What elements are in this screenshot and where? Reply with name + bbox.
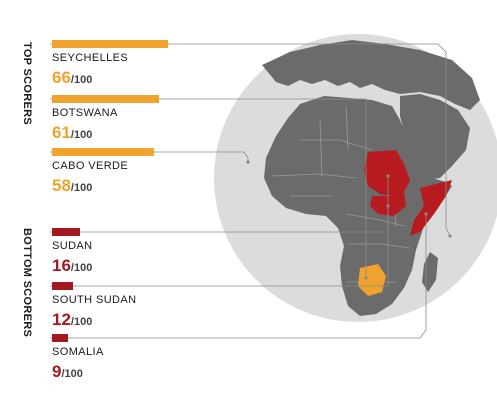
connector-south-sudan <box>50 206 389 287</box>
connector-dots <box>246 160 452 280</box>
score-bar <box>52 334 68 342</box>
connector-seychelles <box>50 43 451 237</box>
score-bar <box>52 148 154 156</box>
score-value: 9 <box>52 362 62 381</box>
somalia-shape <box>410 180 452 236</box>
score-bar <box>52 228 80 236</box>
score-bar <box>52 40 168 48</box>
score-value: 61 <box>52 123 71 142</box>
score-denominator: /100 <box>70 262 93 274</box>
group-label-top-scorers: TOP SCORERS <box>21 42 33 125</box>
country-name-botswana: BOTSWANA <box>52 107 118 119</box>
europe-landmass <box>262 40 480 110</box>
score-botswana: 61/100 <box>52 123 92 143</box>
middle-east-landmass <box>400 94 470 180</box>
score-value: 66 <box>52 68 71 87</box>
score-denominator: /100 <box>61 368 83 380</box>
country-name-cabo-verde: CABO VERDE <box>52 160 129 172</box>
score-south-sudan: 12/100 <box>52 310 92 330</box>
score-bar <box>52 282 73 290</box>
score-denominator: /100 <box>70 129 93 141</box>
africa-landmass <box>264 96 452 316</box>
botswana-shape <box>358 264 386 296</box>
country-name-south-sudan: SOUTH SUDAN <box>52 294 137 306</box>
score-value: 12 <box>52 310 71 329</box>
connector-somalia <box>50 214 427 339</box>
connector-lines <box>50 43 451 339</box>
score-value: 16 <box>52 256 71 275</box>
country-name-seychelles: SEYCHELLES <box>52 52 129 64</box>
score-cabo-verde: 58/100 <box>52 176 92 196</box>
country-name-sudan: SUDAN <box>52 240 93 252</box>
score-seychelles: 66/100 <box>52 68 92 88</box>
group-label-bottom-scorers: BOTTOM SCORERS <box>21 228 33 338</box>
score-somalia: 9/100 <box>52 362 83 382</box>
score-denominator: /100 <box>70 74 93 86</box>
score-denominator: /100 <box>70 182 93 194</box>
country-name-somalia: SOMALIA <box>52 346 104 358</box>
score-value: 58 <box>52 176 71 195</box>
score-denominator: /100 <box>70 316 93 328</box>
score-sudan: 16/100 <box>52 256 92 276</box>
score-bar <box>52 95 159 103</box>
sudan-shape <box>364 150 410 196</box>
